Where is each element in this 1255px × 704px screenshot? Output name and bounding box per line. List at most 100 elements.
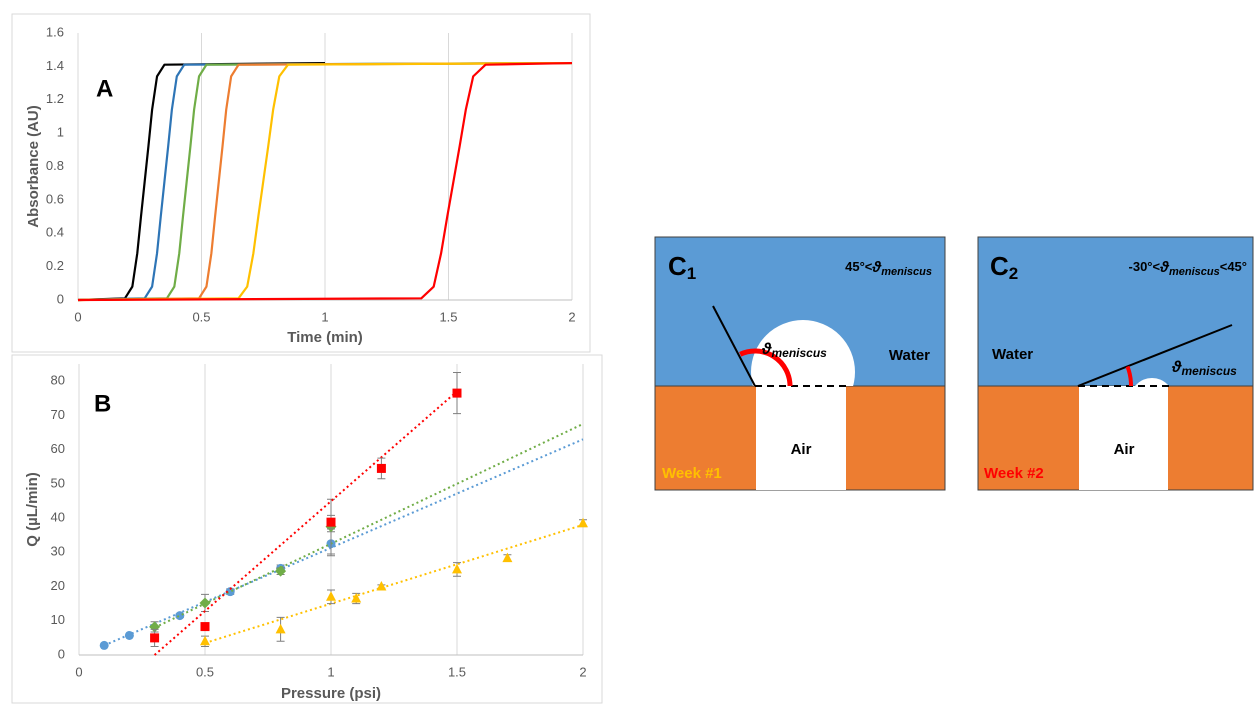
condition: -30°<ϑmeniscus<45°: [1129, 259, 1247, 278]
trendline: [103, 438, 584, 647]
week-label: Week #2: [984, 465, 1044, 482]
cond-prefix: 45°<: [845, 259, 873, 274]
point: [150, 633, 160, 643]
point: [376, 463, 386, 473]
water-region: [977, 236, 1254, 387]
x-tick-label: 1: [321, 309, 328, 324]
point: [199, 597, 211, 609]
angle-symbol: ϑ: [761, 341, 772, 358]
week-label: Week #1: [662, 465, 722, 482]
water-label: Water: [889, 347, 930, 364]
air-channel: [756, 386, 846, 490]
water-label: Water: [992, 346, 1033, 363]
point: [200, 622, 210, 632]
series-line: [77, 61, 573, 302]
x-tick-label: 2: [568, 309, 575, 324]
cond-symbol: ϑ: [1159, 259, 1170, 276]
y-tick-label: 0: [57, 291, 64, 306]
chart: 0 0.5 1 1.5 2 0 0.2 0.4 0.6 0.8 1 1.2 1.4 1.6 Time (mi…: [25, 24, 576, 346]
x-tick-label: 2: [579, 664, 586, 679]
tangent: [1077, 324, 1233, 387]
point: [175, 611, 185, 621]
label: C: [668, 251, 687, 281]
angle-label: ϑmeniscus: [761, 341, 827, 360]
y-tick-label: 0.6: [46, 191, 64, 206]
panel-a-frame: [11, 13, 591, 353]
point: [502, 552, 513, 563]
point: [452, 388, 462, 398]
series-line: [77, 61, 573, 302]
point: [578, 517, 588, 528]
y-tick-label: 1.4: [46, 58, 64, 73]
label: C: [990, 251, 1009, 281]
series-line: [77, 61, 573, 302]
angle-label: ϑmeniscus: [1171, 359, 1237, 378]
label-sub: 1: [687, 264, 696, 283]
point: [376, 581, 387, 591]
diagram-c1: C1 45°<ϑmeniscus ϑmeniscus Water Air Wee…: [654, 236, 946, 491]
x-axis-title: Pressure (psi): [281, 685, 381, 702]
trendline: [154, 423, 584, 629]
angle-symbol: ϑ: [1171, 359, 1182, 376]
point: [452, 563, 462, 574]
series-line: [77, 61, 573, 302]
y-tick-label: 50: [51, 475, 65, 490]
series-line: [77, 61, 326, 302]
meniscus: [1135, 378, 1169, 386]
y-tick-label: 0.4: [46, 225, 64, 240]
x-tick-label: 1.5: [448, 664, 466, 679]
cond-sub: meniscus: [881, 266, 932, 278]
x-tick-label: 0: [75, 664, 82, 679]
point: [275, 565, 287, 577]
y-tick-label: 0.2: [46, 258, 64, 273]
point: [326, 517, 336, 527]
y-tick-label: 0: [58, 646, 65, 661]
air-label: Air: [791, 441, 812, 458]
trendline: [204, 523, 584, 644]
cond-sub: meniscus: [1169, 266, 1220, 278]
point: [326, 591, 336, 601]
y-axis-title: Q (µL/min): [24, 472, 41, 546]
panel-label: A: [96, 75, 113, 102]
y-tick-label: 30: [51, 544, 65, 559]
x-tick-label: 0.5: [196, 664, 214, 679]
y-tick-label: 10: [51, 612, 65, 627]
panel-b-frame: [11, 354, 603, 704]
point: [225, 587, 235, 597]
y-tick-label: 0.8: [46, 158, 64, 173]
y-tick-label: 1: [57, 125, 64, 140]
y-tick-label: 1.2: [46, 91, 64, 106]
point: [351, 593, 362, 603]
air-channel: [1079, 386, 1168, 490]
label-sub: 2: [1009, 264, 1018, 283]
point: [124, 630, 134, 640]
x-tick-label: 1: [327, 664, 334, 679]
meniscus: [751, 320, 855, 386]
y-tick-label: 1.6: [46, 24, 64, 39]
y-tick-label: 20: [51, 578, 65, 593]
y-tick-label: 80: [51, 373, 65, 388]
cond-suffix: <45°: [1220, 259, 1247, 274]
trendline: [153, 390, 458, 656]
angle-sub: meniscus: [1181, 364, 1237, 378]
angle-arc: [739, 348, 793, 387]
condition: 45°<ϑmeniscus: [845, 259, 932, 278]
tangent: [712, 305, 756, 387]
cond-prefix: -30°<: [1129, 259, 1161, 274]
series-line: [77, 61, 573, 302]
y-axis-title: Absorbance (AU): [25, 105, 42, 228]
angle-arc: [1125, 365, 1134, 387]
y-tick-label: 70: [51, 407, 65, 422]
y-tick-label: 40: [51, 509, 65, 524]
diagram-label: C2: [990, 251, 1018, 284]
angle-sub: meniscus: [771, 346, 827, 360]
diagram-label: C1: [668, 251, 696, 284]
point: [200, 635, 210, 646]
y-tick-label: 60: [51, 441, 65, 456]
point: [99, 640, 109, 650]
cond-symbol: ϑ: [871, 259, 882, 276]
diagram-c2: C2 -30°<ϑmeniscus<45° ϑmeniscus Water Ai…: [977, 236, 1254, 491]
x-axis-title: Time (min): [287, 329, 363, 346]
